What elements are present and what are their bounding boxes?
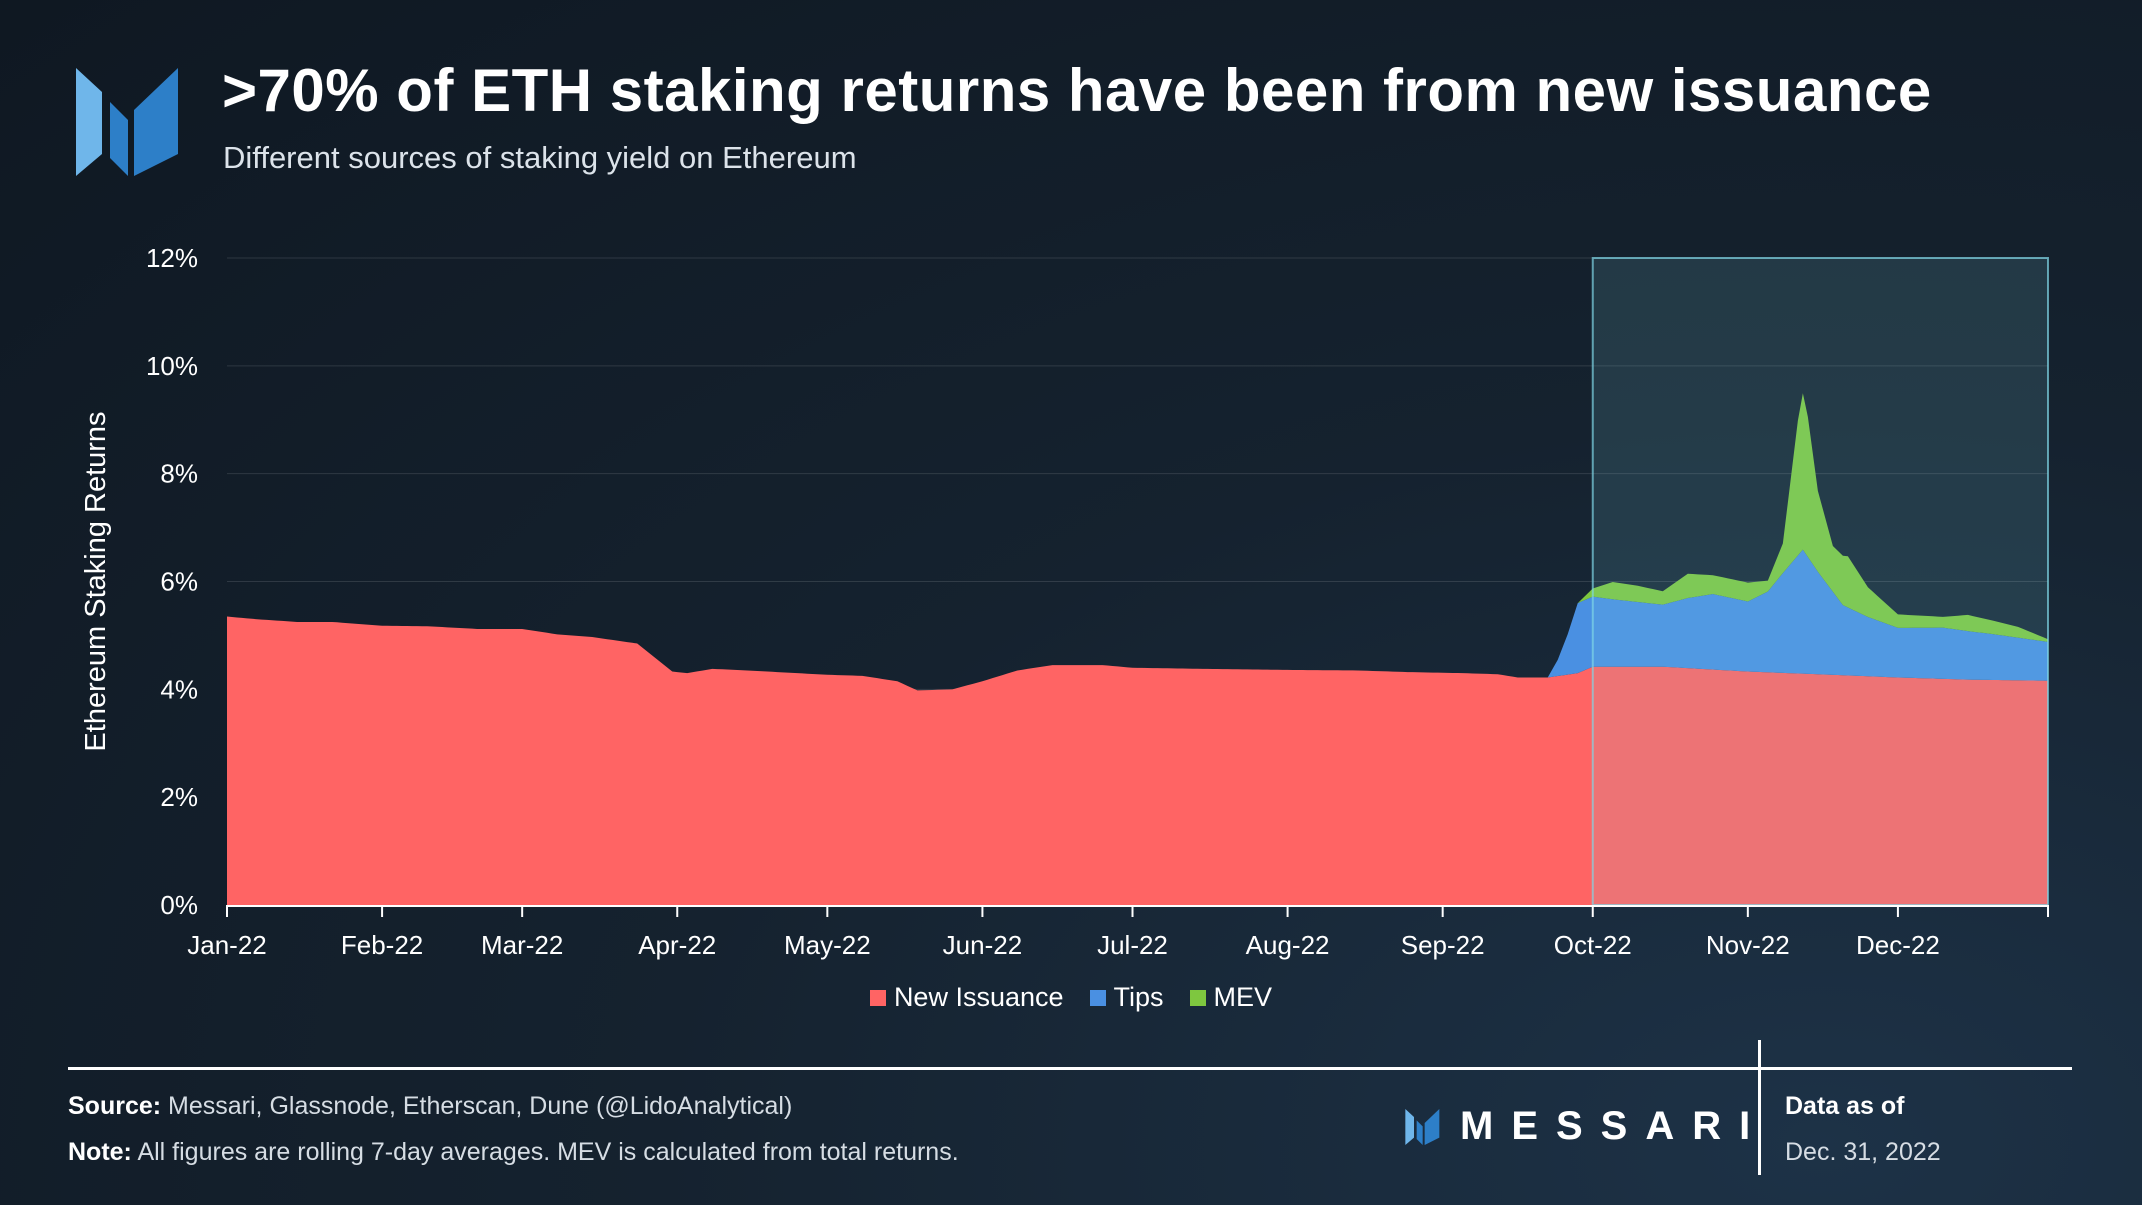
y-axis-label: Ethereum Staking Returns [80, 411, 112, 751]
source-text: Messari, Glassnode, Etherscan, Dune (@Li… [161, 1092, 793, 1120]
y-tick-label: 12% [146, 243, 198, 273]
x-tick-label: May-22 [784, 930, 871, 960]
x-tick-label: Mar-22 [481, 930, 563, 960]
x-tick-label: Aug-22 [1246, 930, 1330, 960]
legend-label-mev: MEV [1213, 982, 1273, 1012]
legend-item-new-issuance: New Issuance [869, 982, 1064, 1013]
data-as-of-label: Data as of [1785, 1092, 1905, 1120]
brand-wordmark: MESSARI [1460, 1104, 1769, 1148]
x-tick-label: Jun-22 [943, 930, 1023, 960]
y-tick-label: 8% [160, 459, 198, 489]
footer-vertical-divider [1758, 1040, 1761, 1175]
x-tick-label: Oct-22 [1554, 930, 1632, 960]
legend-swatch-mev [1189, 989, 1206, 1006]
x-tick-label: Sep-22 [1401, 930, 1485, 960]
x-tick-label: Jan-22 [187, 930, 267, 960]
y-tick-label: 6% [160, 567, 198, 597]
legend-swatch-tips [1089, 989, 1106, 1006]
y-tick-label: 10% [146, 351, 198, 381]
chart-subtitle: Different sources of staking yield on Et… [223, 140, 857, 175]
x-tick-label: Nov-22 [1706, 930, 1790, 960]
legend-label-new-issuance: New Issuance [893, 982, 1064, 1012]
note-label: Note: [68, 1138, 132, 1166]
y-tick-label: 4% [160, 674, 198, 704]
legend-label-tips: Tips [1113, 982, 1164, 1012]
staking-returns-chart: 0% 2% 4% 6% 8% 10% 12% Ethereum Staking Returns… [80, 243, 2049, 960]
footer-divider [68, 1067, 2072, 1070]
y-tick-label: 0% [160, 890, 198, 920]
y-tick-label: 2% [160, 782, 198, 812]
highlight-region [1591, 257, 2049, 906]
x-tick-label: Apr-22 [638, 930, 716, 960]
x-tick-label: Jul-22 [1097, 930, 1168, 960]
messari-logo-icon [76, 68, 178, 176]
data-as-of-date: Dec. 31, 2022 [1785, 1138, 1941, 1166]
chart-legend: New Issuance Tips MEV [0, 982, 2142, 1013]
source-note: Source: Messari, Glassnode, Etherscan, D… [68, 1092, 792, 1121]
x-tick-label: Feb-22 [341, 930, 423, 960]
methodology-note: Note: All figures are rolling 7-day aver… [68, 1138, 959, 1167]
legend-swatch-new-issuance [869, 989, 886, 1006]
legend-item-tips: Tips [1089, 982, 1164, 1013]
messari-mark-icon [1405, 1108, 1440, 1145]
chart-title: >70% of ETH staking returns have been fr… [222, 57, 1932, 124]
note-text: All figures are rolling 7-day averages. … [131, 1138, 959, 1166]
legend-item-mev: MEV [1189, 982, 1273, 1013]
x-tick-label: Dec-22 [1856, 930, 1940, 960]
messari-brand: MESSARI [1402, 1104, 1768, 1149]
source-label: Source: [68, 1092, 162, 1120]
